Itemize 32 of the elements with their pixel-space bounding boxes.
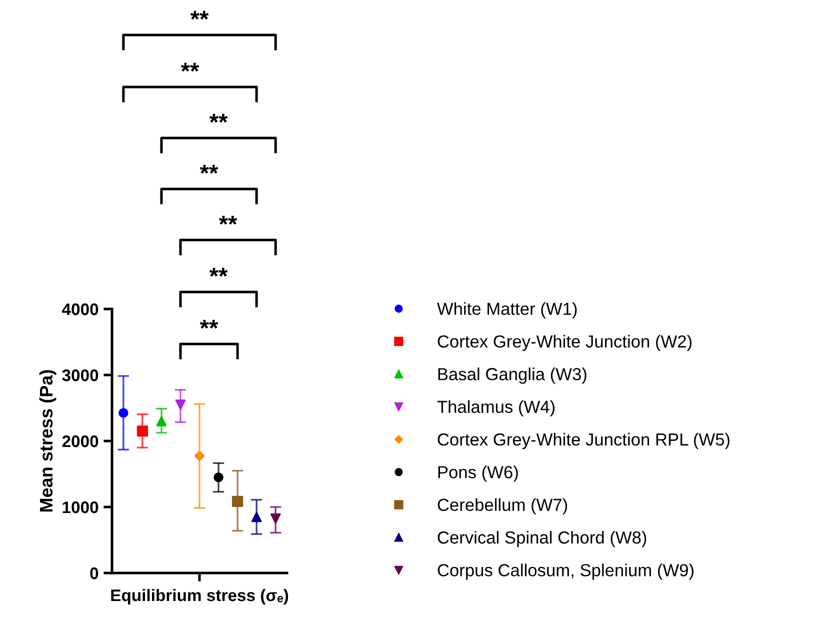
- text: **: [209, 114, 228, 123]
- legend-label: Cortex Grey-White Junction RPL (W5): [438, 432, 730, 450]
- text: **: [190, 10, 209, 20]
- annotation: **: [200, 320, 218, 329]
- y-axis-title: Mean stress (Pa): [39, 370, 56, 512]
- point: [175, 399, 186, 410]
- legend-label: Basal Ganglia (W3): [438, 368, 586, 384]
- y-tick-label: 0: [90, 567, 98, 580]
- y-tick-label: 1000: [62, 501, 98, 514]
- text: **: [180, 62, 200, 72]
- y-tick-label: 4000: [62, 303, 98, 316]
- legend-label: Pons (W6): [438, 466, 518, 482]
- legend-label: Thalamus (W4): [437, 400, 555, 416]
- point: [214, 472, 224, 482]
- legend-label: Corpus Callosum, Splenium (W9): [438, 564, 694, 580]
- point: [270, 513, 281, 524]
- point: [232, 496, 244, 507]
- y-tick-label: 2000: [62, 435, 98, 448]
- y-tick-label: 3000: [62, 369, 98, 382]
- point: [251, 512, 262, 522]
- legend-label: Cerebellum (W7): [438, 498, 568, 514]
- legend-label: Cortex Grey-White Junction (W2): [438, 334, 692, 352]
- legend-label: White Matter (W1): [437, 302, 577, 318]
- point: [156, 416, 167, 426]
- point: [194, 450, 205, 461]
- point: [118, 408, 128, 418]
- text: **: [209, 268, 228, 277]
- legend-label: Cervical Spinal Chord (W8): [438, 530, 646, 548]
- text: **: [200, 164, 218, 174]
- point: [136, 426, 148, 437]
- x-axis-title: Equilibrium stress (σₑ): [111, 588, 288, 605]
- text: **: [218, 216, 238, 225]
